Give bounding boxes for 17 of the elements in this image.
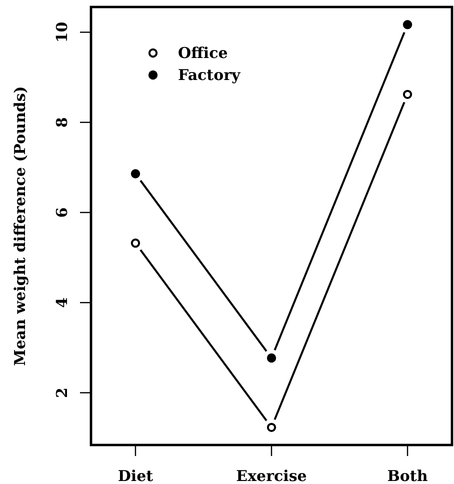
point xyxy=(402,20,412,30)
x-tick-label: Both xyxy=(387,467,428,484)
x-tick-label: Exercise xyxy=(236,467,307,484)
point xyxy=(266,353,276,363)
y-tick-label: 2 xyxy=(53,388,71,398)
legend-label: Factory xyxy=(178,66,242,84)
y-tick-label: 10 xyxy=(53,22,71,43)
y-tick-label: 6 xyxy=(53,207,71,218)
legend-label: Office xyxy=(178,44,228,62)
point xyxy=(130,238,140,248)
point xyxy=(266,422,276,432)
point xyxy=(130,169,140,178)
x-tick-label: Diet xyxy=(118,467,154,484)
point xyxy=(402,90,412,100)
y-axis-title: Mean weight difference (Pounds) xyxy=(11,86,29,366)
y-tick-label: 8 xyxy=(53,117,71,128)
y-tick-label: 4 xyxy=(53,297,71,308)
